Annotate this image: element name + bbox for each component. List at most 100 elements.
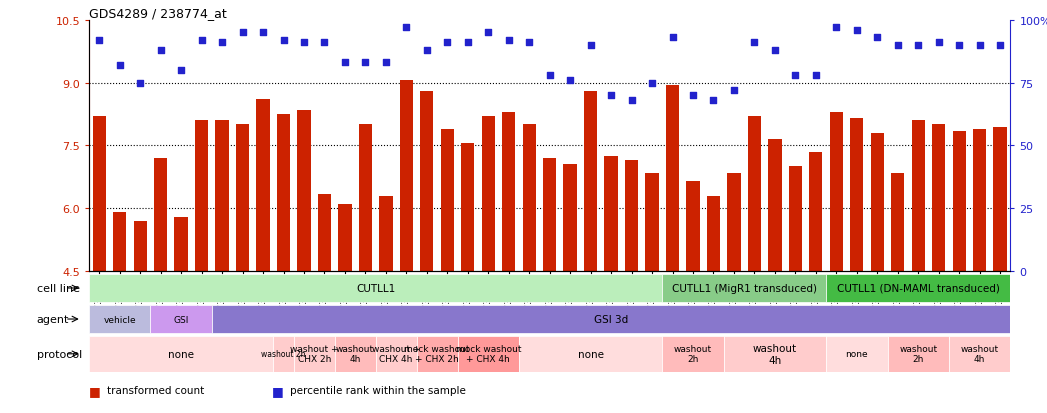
Point — [562, 78, 579, 84]
Bar — [113, 213, 127, 271]
Text: GSI: GSI — [174, 315, 188, 324]
Point — [235, 30, 251, 36]
Bar — [563, 165, 577, 271]
Point — [705, 97, 721, 104]
Point — [460, 40, 476, 47]
Point — [848, 27, 865, 34]
Bar — [519, 336, 663, 372]
Bar — [748, 117, 761, 271]
Bar — [663, 336, 723, 372]
Bar — [645, 173, 659, 271]
Bar — [522, 125, 536, 271]
Point — [520, 40, 537, 47]
Bar — [92, 117, 106, 271]
Point — [398, 25, 415, 31]
Point — [644, 80, 661, 87]
Point — [439, 40, 455, 47]
Bar — [503, 113, 515, 271]
Point — [807, 73, 824, 79]
Bar — [809, 152, 823, 271]
Bar — [335, 336, 376, 372]
Bar — [850, 119, 864, 271]
Bar — [994, 127, 1007, 271]
Bar — [458, 336, 519, 372]
Point — [152, 47, 169, 54]
Point — [582, 43, 599, 49]
Text: washout +
CHX 2h: washout + CHX 2h — [290, 344, 338, 363]
Text: CUTLL1: CUTLL1 — [356, 283, 396, 293]
Bar — [236, 125, 249, 271]
Point — [747, 40, 763, 47]
Point — [951, 43, 967, 49]
Bar — [829, 113, 843, 271]
Point — [828, 25, 845, 31]
Bar — [891, 173, 905, 271]
Point — [316, 40, 333, 47]
Bar — [723, 336, 826, 372]
Point — [132, 80, 149, 87]
Point — [726, 88, 742, 94]
Bar — [728, 173, 740, 271]
Point — [378, 60, 395, 66]
Point — [91, 38, 108, 44]
Text: protocol: protocol — [37, 349, 82, 359]
Text: washout
2h: washout 2h — [899, 344, 937, 363]
Point — [541, 73, 558, 79]
Point — [972, 43, 988, 49]
Bar — [400, 81, 413, 271]
Text: mock washout
+ CHX 2h: mock washout + CHX 2h — [404, 344, 470, 363]
Point — [111, 62, 128, 69]
Bar — [318, 194, 331, 271]
Bar — [932, 125, 945, 271]
Text: CUTLL1 (MigR1 transduced): CUTLL1 (MigR1 transduced) — [672, 283, 817, 293]
Point — [254, 30, 271, 36]
Point — [766, 47, 783, 54]
Bar — [89, 336, 273, 372]
Text: none: none — [846, 349, 868, 358]
Bar — [276, 115, 290, 271]
Bar — [604, 157, 618, 271]
Bar — [888, 336, 949, 372]
Bar — [420, 92, 433, 271]
Bar — [195, 121, 208, 271]
Text: washout 2h: washout 2h — [262, 349, 306, 358]
Bar — [461, 144, 474, 271]
Bar — [134, 221, 147, 271]
Bar — [257, 100, 270, 271]
Point — [664, 35, 681, 41]
Text: agent: agent — [37, 314, 69, 324]
Point — [336, 60, 353, 66]
Point — [173, 67, 190, 74]
Text: percentile rank within the sample: percentile rank within the sample — [290, 385, 466, 396]
Point — [869, 35, 886, 41]
Point — [623, 97, 640, 104]
Text: washout
4h: washout 4h — [753, 343, 797, 365]
Bar — [216, 121, 228, 271]
Point — [480, 30, 496, 36]
Bar — [953, 131, 965, 271]
Bar — [826, 274, 1010, 303]
Bar — [687, 181, 699, 271]
Text: mock washout
+ CHX 4h: mock washout + CHX 4h — [455, 344, 521, 363]
Bar — [949, 336, 1010, 372]
Bar — [294, 336, 335, 372]
Point — [931, 40, 948, 47]
Bar — [543, 159, 556, 271]
Point — [992, 43, 1008, 49]
Point — [275, 38, 292, 44]
Text: washout
4h: washout 4h — [336, 344, 374, 363]
Bar — [788, 167, 802, 271]
Text: GSI 3d: GSI 3d — [594, 314, 628, 324]
Bar — [89, 305, 151, 334]
Bar — [211, 305, 1010, 334]
Bar — [826, 336, 888, 372]
Bar — [338, 204, 352, 271]
Point — [214, 40, 230, 47]
Point — [889, 43, 906, 49]
Text: washout +
CHX 4h: washout + CHX 4h — [372, 344, 420, 363]
Text: ■: ■ — [272, 384, 284, 397]
Point — [419, 47, 436, 54]
Bar — [625, 161, 639, 271]
Text: transformed count: transformed count — [107, 385, 204, 396]
Bar — [89, 274, 663, 303]
